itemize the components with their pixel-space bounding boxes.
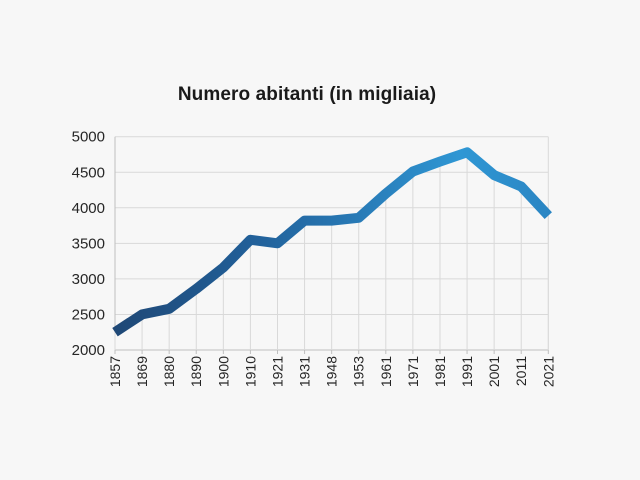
x-tick-label: 1857 xyxy=(107,356,123,387)
x-tick-label: 1921 xyxy=(269,356,285,387)
x-tick-label: 1961 xyxy=(378,356,394,387)
y-tick-label: 5000 xyxy=(72,129,105,146)
x-tick-label: 1910 xyxy=(242,356,258,387)
chart-title: Numero abitanti (in migliaia) xyxy=(177,84,437,105)
x-tick-label: 1890 xyxy=(188,356,204,387)
x-tick-label: 1931 xyxy=(297,356,313,387)
y-tick-label: 3500 xyxy=(72,235,105,252)
series-line-numero-abitanti xyxy=(112,147,552,337)
x-tick-label: 2001 xyxy=(486,356,502,387)
x-tick-label: 2011 xyxy=(513,356,529,386)
x-tick-label: 2021 xyxy=(540,356,556,387)
x-tick-label: 1869 xyxy=(134,356,150,387)
x-tick-label: 1953 xyxy=(351,356,367,387)
y-tick-label: 2500 xyxy=(72,306,105,323)
x-tick-label: 1900 xyxy=(215,356,231,387)
x-tick-label: 1948 xyxy=(324,356,340,387)
x-tick-label: 1981 xyxy=(432,356,448,387)
y-tick-label: 3000 xyxy=(72,271,105,288)
x-tick-label: 1971 xyxy=(405,356,421,387)
x-tick-label: 1880 xyxy=(161,356,177,387)
y-tick-label: 4500 xyxy=(72,164,105,181)
x-tick-label: 1991 xyxy=(459,356,475,387)
y-tick-label: 4000 xyxy=(72,200,105,217)
y-tick-label: 2000 xyxy=(72,342,105,359)
